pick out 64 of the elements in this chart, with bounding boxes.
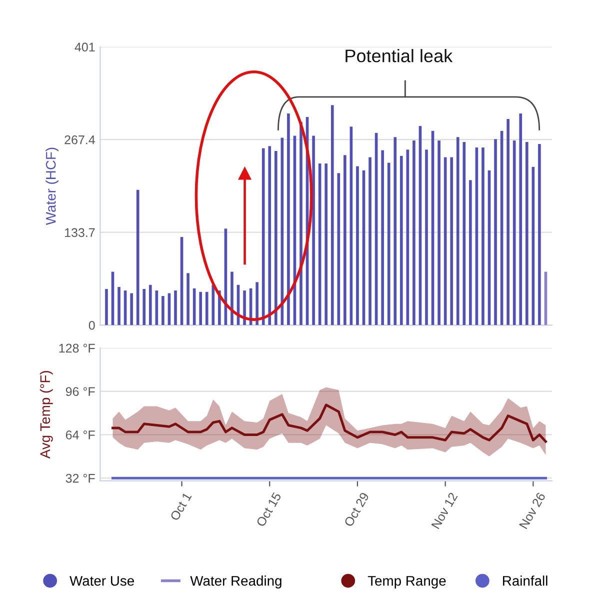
y-tick-label: 128 °F (59, 344, 95, 353)
bar (337, 173, 340, 326)
bar (469, 180, 472, 326)
x-tick-label: Oct 15 (256, 492, 282, 528)
bar (538, 144, 541, 326)
bar (105, 289, 108, 326)
annotation: Potential leak (346, 49, 453, 62)
bar (356, 166, 359, 326)
bar (205, 292, 208, 326)
bar (142, 289, 146, 326)
bar (199, 292, 202, 326)
bar (438, 140, 440, 326)
bar (243, 290, 246, 326)
bar (400, 156, 403, 326)
bar (525, 142, 528, 326)
y-tick-label: 96 °F (66, 387, 95, 396)
y-tick-label: 32 °F (66, 474, 95, 483)
bar (368, 157, 372, 326)
bar (482, 147, 484, 326)
bar (287, 113, 290, 326)
bar (450, 157, 454, 326)
legend-label: Water Reading (190, 576, 282, 588)
bar (162, 296, 164, 326)
x-tick-label: Oct 29 (344, 492, 370, 528)
bar (519, 113, 522, 326)
bar (300, 122, 302, 326)
bar (212, 284, 215, 326)
bar (230, 272, 234, 326)
bar (256, 282, 258, 326)
bar (344, 155, 346, 326)
bar (148, 284, 152, 326)
bar (186, 273, 190, 326)
legend-label: Temp Range (368, 576, 446, 588)
bar (394, 137, 397, 326)
bar (387, 162, 390, 326)
y-tick-label: 401 (74, 42, 95, 52)
y-tick-label: 64 °F (66, 430, 95, 440)
x-tick-label: Oct 1 (170, 492, 192, 522)
bar (118, 286, 120, 326)
bar (330, 105, 334, 326)
bar (262, 148, 265, 326)
bar (412, 140, 416, 326)
bar (136, 190, 140, 326)
legend-label: Water Use (70, 576, 134, 586)
bar (324, 163, 328, 326)
bar (462, 142, 466, 326)
bar (456, 137, 460, 326)
legend-label: Rainfall (503, 576, 548, 586)
bar (425, 150, 428, 326)
bar (268, 146, 272, 326)
y-tick-label: 0 (88, 320, 95, 330)
y-tick-label: 267.4 (64, 135, 95, 144)
bar (312, 136, 315, 326)
y-tick-label: 133.7 (65, 228, 95, 238)
bar (506, 119, 510, 326)
bar (494, 139, 497, 326)
bar (130, 293, 133, 326)
y-axis-title: Avg Temp (°F) (40, 371, 53, 459)
bar (174, 290, 177, 326)
line-series (112, 404, 547, 443)
bar (274, 150, 278, 326)
bar (512, 140, 516, 326)
y-axis-title: Water (HCF) (46, 148, 58, 226)
bar (381, 150, 384, 326)
